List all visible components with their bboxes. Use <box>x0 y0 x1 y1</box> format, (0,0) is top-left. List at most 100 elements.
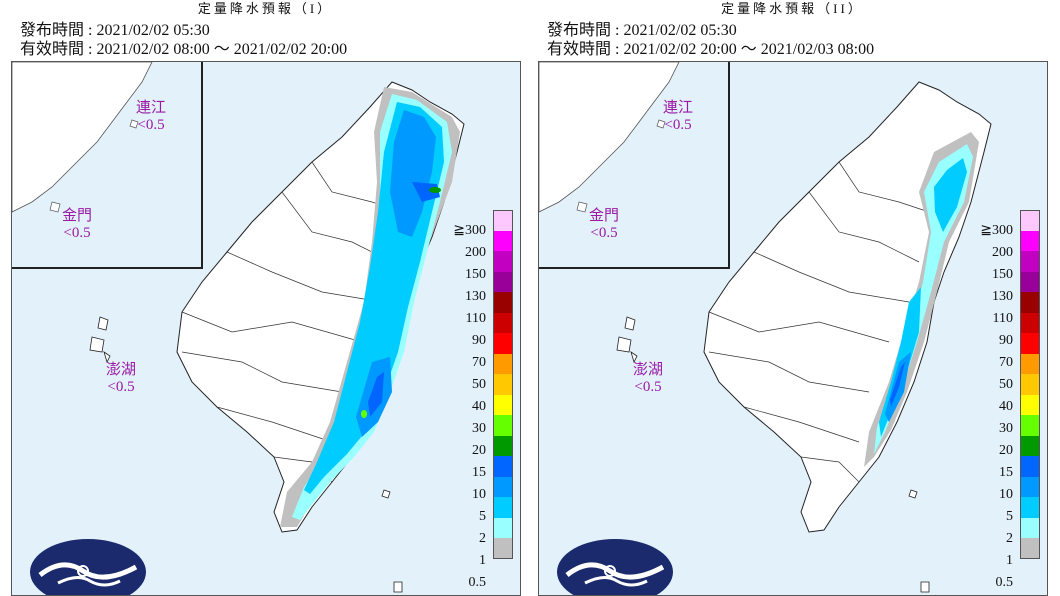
legend-swatch <box>1020 456 1040 477</box>
china-coast <box>12 62 153 213</box>
green-island <box>908 489 918 499</box>
legend-tick-label: 110 <box>992 311 1013 326</box>
legend-swatch <box>493 517 513 538</box>
legend-swatch <box>1020 415 1040 436</box>
forecast-panel-1: 定量降水預報（I） 發布時間 : 2021/02/02 05:30 有效時間 :… <box>8 0 523 596</box>
legend-tick-label: 2 <box>479 531 486 546</box>
legend-swatch <box>493 456 513 477</box>
forecast-panel-2: 定量降水預報（II） 發布時間 : 2021/02/02 05:30 有效時間 … <box>535 0 1050 596</box>
kinmen-label: 金門 <0.5 <box>589 208 619 242</box>
legend-tick-label: 70 <box>472 355 486 370</box>
legend-swatch <box>493 538 513 559</box>
legend-swatch <box>1020 394 1040 415</box>
legend-tick-label: 0.5 <box>995 575 1014 590</box>
issue-time: 發布時間 : 2021/02/02 05:30 <box>20 22 210 39</box>
legend-tick-label: ≧300 <box>980 223 1013 238</box>
legend-swatch <box>1020 210 1040 231</box>
matsu-name: 連江 <box>136 100 167 116</box>
legend-tick-label: 1 <box>479 553 486 568</box>
legend-tick-label: 10 <box>472 487 486 502</box>
taiwan-outline <box>703 81 992 533</box>
county-borders <box>708 161 930 483</box>
orchid-island <box>920 581 930 593</box>
legend-tick-label: 110 <box>465 311 486 326</box>
legend-swatch <box>493 210 513 231</box>
penghu-value: <0.5 <box>107 379 135 395</box>
matsu-name: 連江 <box>663 100 694 116</box>
legend-tick-label: 130 <box>465 289 486 304</box>
legend-swatch <box>1020 230 1040 251</box>
legend-swatch <box>493 435 513 456</box>
legend-tick-label: 20 <box>999 443 1013 458</box>
legend-tick-label: 5 <box>1006 509 1013 524</box>
legend-ticks: ≧300 200 150 130 110 90 70 50 40 30 20 15 10 5 2 1 0.5 <box>953 220 1013 594</box>
rain-shading <box>864 132 979 467</box>
legend-tick-label: 200 <box>465 245 486 260</box>
green-island <box>381 489 391 499</box>
offshore-inset: 連江 <0.5 金門 <0.5 <box>539 62 730 269</box>
legend-tick-label: 30 <box>472 421 486 436</box>
legend-swatch <box>1020 374 1040 395</box>
legend-swatch <box>493 394 513 415</box>
kinmen-name: 金門 <box>62 208 93 224</box>
legend-tick-label: ≧300 <box>453 223 486 238</box>
panel-title: 定量降水預報（I） <box>197 1 334 16</box>
china-coast <box>539 62 680 213</box>
valid-time: 有效時間 : 2021/02/02 08:00 ～ 2021/02/02 20:… <box>20 41 348 58</box>
legend-tick-label: 20 <box>472 443 486 458</box>
legend-swatch <box>493 415 513 436</box>
penghu-name: 澎湖 <box>106 362 137 378</box>
orchid-island <box>393 581 403 593</box>
legend-tick-label: 2 <box>1006 531 1013 546</box>
issue-time: 發布時間 : 2021/02/02 05:30 <box>547 22 737 39</box>
kinmen-name: 金門 <box>589 208 620 224</box>
penghu-islands <box>616 316 638 364</box>
legend-tick-label: 40 <box>999 399 1013 414</box>
kinmen-value: <0.5 <box>590 225 618 241</box>
penghu-name: 澎湖 <box>633 362 664 378</box>
legend-swatch <box>493 271 513 292</box>
legend-swatch <box>493 476 513 497</box>
legend-swatch <box>1020 292 1040 313</box>
legend-swatch <box>1020 271 1040 292</box>
legend-ticks: ≧300 200 150 130 110 90 70 50 40 30 20 15 10 5 2 1 0.5 <box>426 220 486 594</box>
matsu-label: 連江 <0.5 <box>663 100 693 134</box>
legend-tick-label: 40 <box>472 399 486 414</box>
legend-tick-label: 1 <box>1006 553 1013 568</box>
legend-tick-label: 200 <box>992 245 1013 260</box>
legend-swatch <box>493 251 513 272</box>
penghu-value: <0.5 <box>634 379 662 395</box>
legend-tick-label: 130 <box>992 289 1013 304</box>
legend-tick-label: 30 <box>999 421 1013 436</box>
legend-swatch <box>1020 333 1040 354</box>
matsu-label: 連江 <0.5 <box>136 100 166 134</box>
legend-swatch <box>493 497 513 518</box>
taiwan-rainfall-map-2 <box>616 81 992 593</box>
legend-swatch <box>1020 517 1040 538</box>
legend-tick-label: 0.5 <box>468 575 487 590</box>
legend-swatch <box>493 374 513 395</box>
kinmen-value: <0.5 <box>63 225 91 241</box>
legend-swatch <box>1020 497 1040 518</box>
legend-swatch <box>1020 353 1040 374</box>
rainfall-map: 連江 <0.5 金門 <0.5 澎湖 <0.5 ≧300 200 150 130 110… <box>11 61 521 596</box>
cwb-logo <box>30 539 146 595</box>
legend-swatch <box>1020 538 1040 559</box>
penghu-label: 澎湖 <0.5 <box>633 362 663 396</box>
legend-swatch <box>1020 312 1040 333</box>
matsu-value: <0.5 <box>664 117 692 133</box>
legend-swatch <box>493 230 513 251</box>
valid-time: 有效時間 : 2021/02/02 20:00 ～ 2021/02/03 08:… <box>547 41 875 58</box>
legend-tick-label: 10 <box>999 487 1013 502</box>
rainfall-legend <box>490 210 516 559</box>
legend-swatch <box>493 333 513 354</box>
legend-tick-label: 50 <box>472 377 486 392</box>
offshore-inset: 連江 <0.5 金門 <0.5 <box>12 62 203 269</box>
cwb-logo <box>557 539 673 595</box>
matsu-value: <0.5 <box>137 117 165 133</box>
legend-tick-label: 50 <box>999 377 1013 392</box>
legend-swatch <box>1020 251 1040 272</box>
legend-tick-label: 70 <box>999 355 1013 370</box>
legend-swatch <box>493 292 513 313</box>
legend-swatch <box>1020 476 1040 497</box>
